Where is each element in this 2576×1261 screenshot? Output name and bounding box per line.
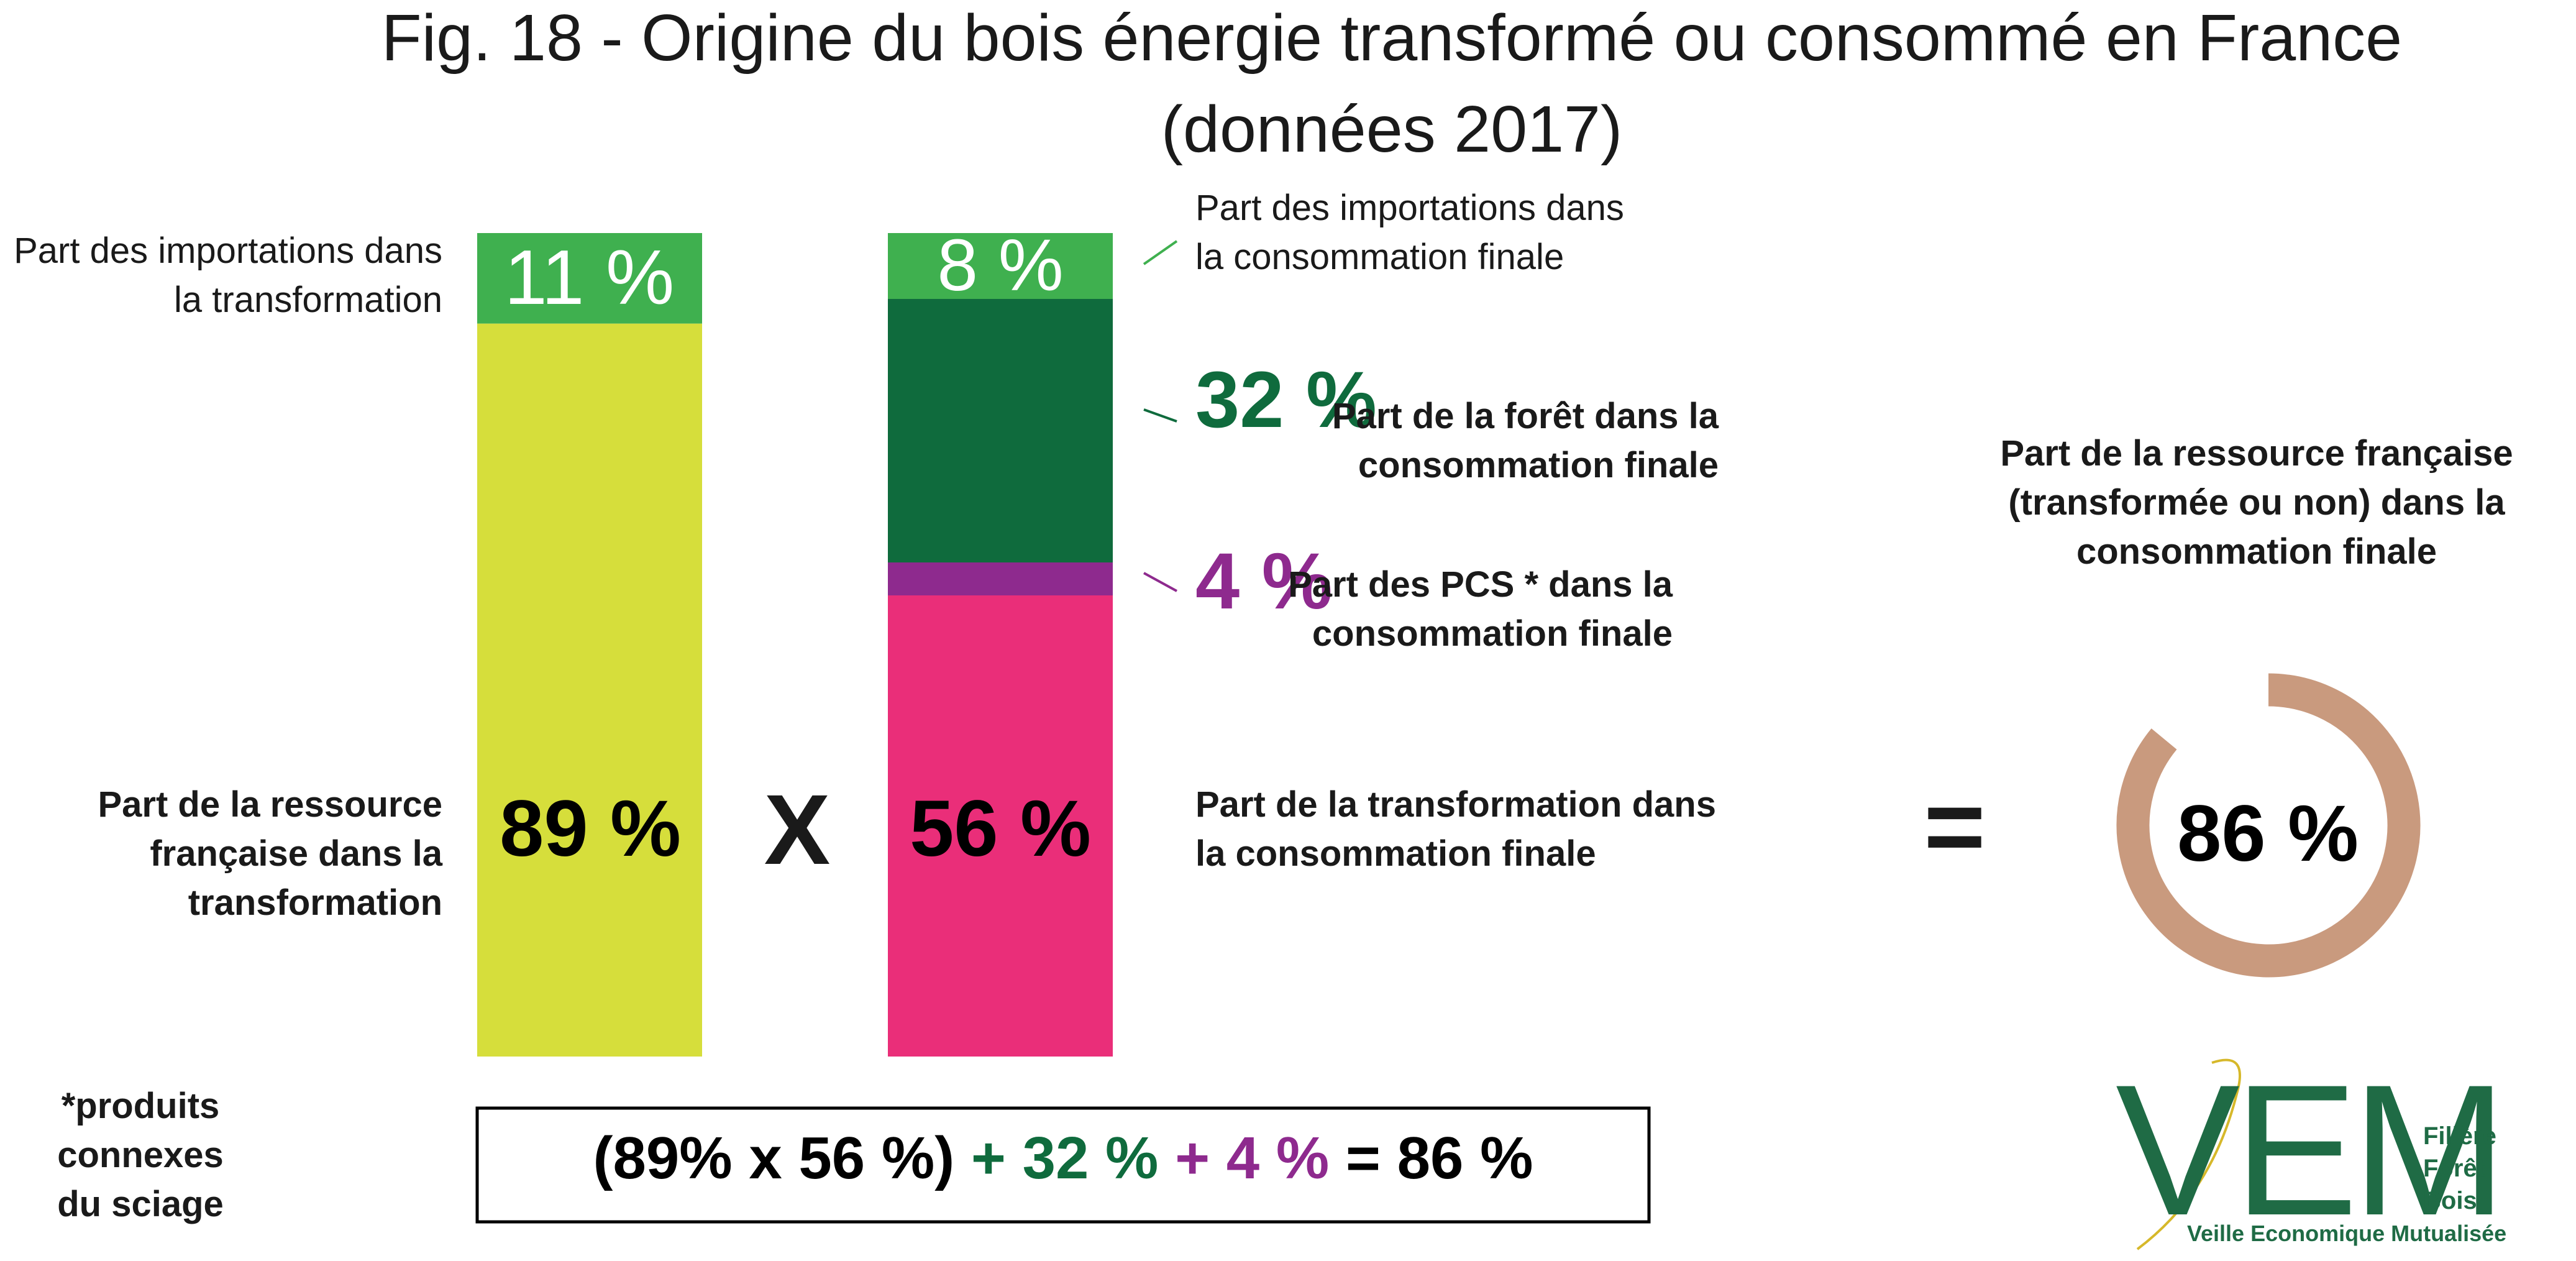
bar-segment — [477, 233, 702, 324]
bar-segment — [888, 562, 1113, 595]
operator: X — [764, 774, 831, 885]
series-label: Part des importations dans la transforma… — [14, 231, 442, 320]
formula-part: = 86 % — [1345, 1125, 1533, 1191]
formula-part: (89% x 56 %) — [593, 1125, 955, 1191]
series-label: Part de la ressource française dans la t… — [98, 784, 442, 923]
bar-segment — [888, 299, 1113, 562]
value-label: 11 % — [504, 235, 675, 321]
donut-label: Part de la ressource française (transfor… — [2000, 433, 2513, 572]
value-label: 56 % — [910, 784, 1091, 873]
formula-part: + 4 % — [1175, 1125, 1330, 1191]
value-label: 86 % — [2177, 789, 2359, 878]
chart-title: Fig. 18 - Origine du bois énergie transf… — [381, 1, 2403, 166]
logo-text: Forêt — [2423, 1155, 2485, 1182]
formula-box — [475, 1106, 1651, 1224]
logo-text: Filière — [2423, 1122, 2496, 1150]
logo-swoosh — [2136, 1058, 2241, 1250]
value-label: 89 % — [500, 784, 681, 873]
leader-line — [1143, 408, 1177, 423]
formula-part: + 32 % — [971, 1125, 1159, 1191]
series-label: Part de la transformation dans la consom… — [1195, 784, 1716, 874]
logo-mark: VEM — [2116, 1045, 2507, 1254]
leader-line — [1143, 240, 1178, 265]
leader-line — [1143, 572, 1177, 592]
bar-segment — [477, 323, 702, 1057]
value-label: 4 % — [1195, 537, 1333, 626]
formula: (89% x 56 %) + 32 % + 4 % = 86 % — [477, 1129, 1649, 1188]
series-label: Part des importations dans la consommati… — [1195, 188, 1624, 277]
logo-tagline: Veille Economique Mutualisée — [2187, 1221, 2507, 1246]
operator: = — [1924, 768, 1986, 886]
series-label: Part des PCS * dans la consommation fina… — [1288, 564, 1673, 654]
bar-segment — [888, 595, 1113, 1057]
footnote: *produits connexes du sciage — [57, 1086, 224, 1224]
donut-arc — [2116, 673, 2421, 978]
series-label: Part de la forêt dans la consommation fi… — [1331, 396, 1719, 485]
value-label: 8 % — [937, 224, 1064, 306]
bar-segment — [888, 233, 1113, 299]
logo-text: Bois — [2423, 1187, 2477, 1214]
value-label: 32 % — [1195, 355, 1377, 444]
